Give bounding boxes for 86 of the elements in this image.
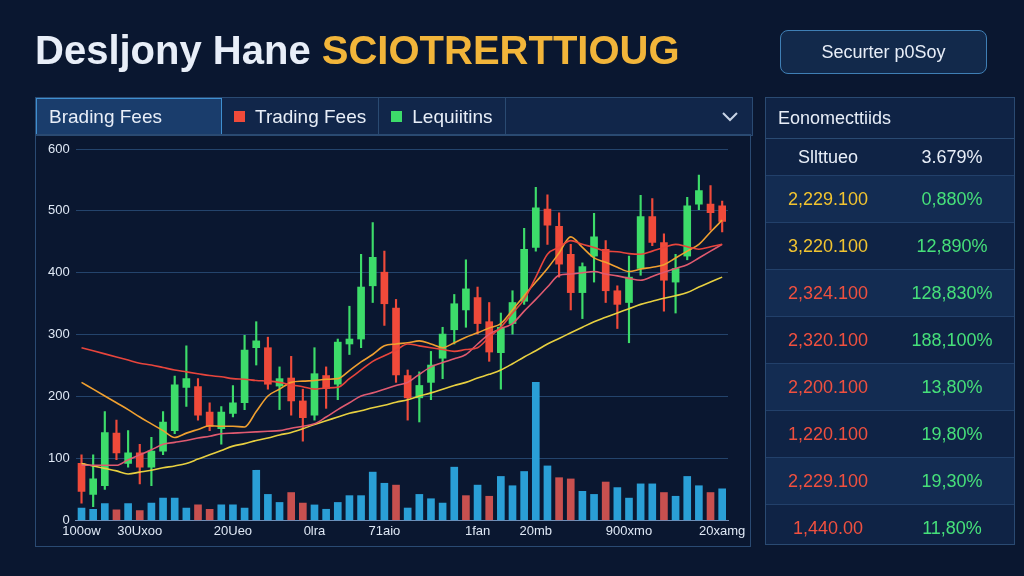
bar (100, 503, 109, 521)
bar (229, 504, 237, 521)
x-tick-label: 30Uxoo (117, 522, 163, 538)
bar (124, 503, 132, 521)
bar (718, 488, 727, 521)
bar (264, 494, 272, 521)
text: 11,80% (921, 517, 983, 539)
bar (485, 495, 494, 521)
bar (275, 502, 284, 521)
bar (590, 494, 598, 521)
text: 13,80% (920, 376, 984, 398)
text: 2,324.100 (786, 282, 870, 304)
bar (415, 494, 424, 521)
text: 2,229.100 (786, 188, 870, 210)
y-tick-label: 200 (47, 388, 70, 404)
bar (345, 495, 354, 521)
bar (660, 492, 668, 521)
x-tick-label: 0lra (303, 522, 327, 538)
bar (299, 502, 307, 521)
text: 19,30% (920, 470, 984, 492)
bar (636, 483, 645, 521)
bar (450, 466, 459, 521)
text: 2,200.100 (786, 376, 870, 398)
text: 19,80% (920, 423, 984, 445)
x-tick-label: 20Ueo (213, 522, 253, 538)
bar (671, 495, 680, 521)
bar (543, 465, 552, 521)
text: 3.679% (920, 146, 984, 168)
bar (625, 497, 633, 521)
y-tick-label: 300 (47, 326, 70, 342)
bar (462, 495, 470, 521)
text: 12,890% (915, 235, 989, 257)
bar (531, 382, 540, 521)
bar (159, 497, 167, 521)
bar (135, 510, 144, 521)
bar (392, 484, 400, 521)
text: Eonomecttiids (766, 98, 1014, 139)
bar (706, 492, 715, 521)
y-tick-label: 0 (62, 511, 70, 527)
x-tick-label: 900xmo (605, 522, 653, 538)
bar (217, 504, 226, 521)
bar (566, 478, 575, 521)
bar (613, 487, 622, 521)
text: Lequiitins (412, 105, 493, 128)
text: 0,880% (920, 188, 984, 210)
y-tick-label: 600 (47, 140, 70, 156)
bar (683, 476, 692, 521)
bar (508, 485, 517, 521)
x-tick-label: 71aio (368, 522, 401, 538)
text: Brading Fees (49, 105, 163, 128)
text: 1,440.00 (791, 517, 865, 539)
bar (357, 495, 365, 521)
text: 2,229.100 (786, 470, 870, 492)
bar (380, 482, 389, 521)
text: 188,100% (910, 329, 994, 351)
bar (333, 502, 342, 521)
text: 1,220.100 (786, 423, 870, 445)
x-tick-label: 20mb (519, 522, 553, 538)
bar (520, 471, 528, 521)
bar (555, 477, 563, 521)
bar (252, 469, 261, 521)
bar (695, 485, 703, 521)
bar (473, 484, 482, 521)
bar (89, 508, 97, 521)
bar (287, 492, 296, 521)
bar (194, 504, 202, 521)
bar (601, 481, 610, 521)
x-tick-label: 1fan (464, 522, 491, 538)
y-tick-label: 100 (47, 450, 70, 466)
text: Sllttueo (796, 146, 859, 168)
bar (648, 483, 657, 521)
text: 128,830% (910, 282, 994, 304)
bar (322, 508, 330, 521)
text: 2,320.100 (786, 329, 870, 351)
bar (368, 471, 377, 521)
chart-title: Desljony Hane SCIOTRERTTIOUG (35, 28, 680, 72)
y-tick-label: 400 (47, 264, 70, 280)
text: Trading Fees (255, 105, 367, 128)
y-tick-label: 500 (47, 202, 70, 218)
bar (578, 490, 587, 521)
bar (170, 497, 179, 521)
bar (427, 498, 435, 521)
text: Securter p0Soy (780, 30, 987, 74)
x-tick-label: 20xamg (699, 522, 746, 538)
bar (497, 476, 505, 521)
text: 3,220.100 (786, 235, 870, 257)
